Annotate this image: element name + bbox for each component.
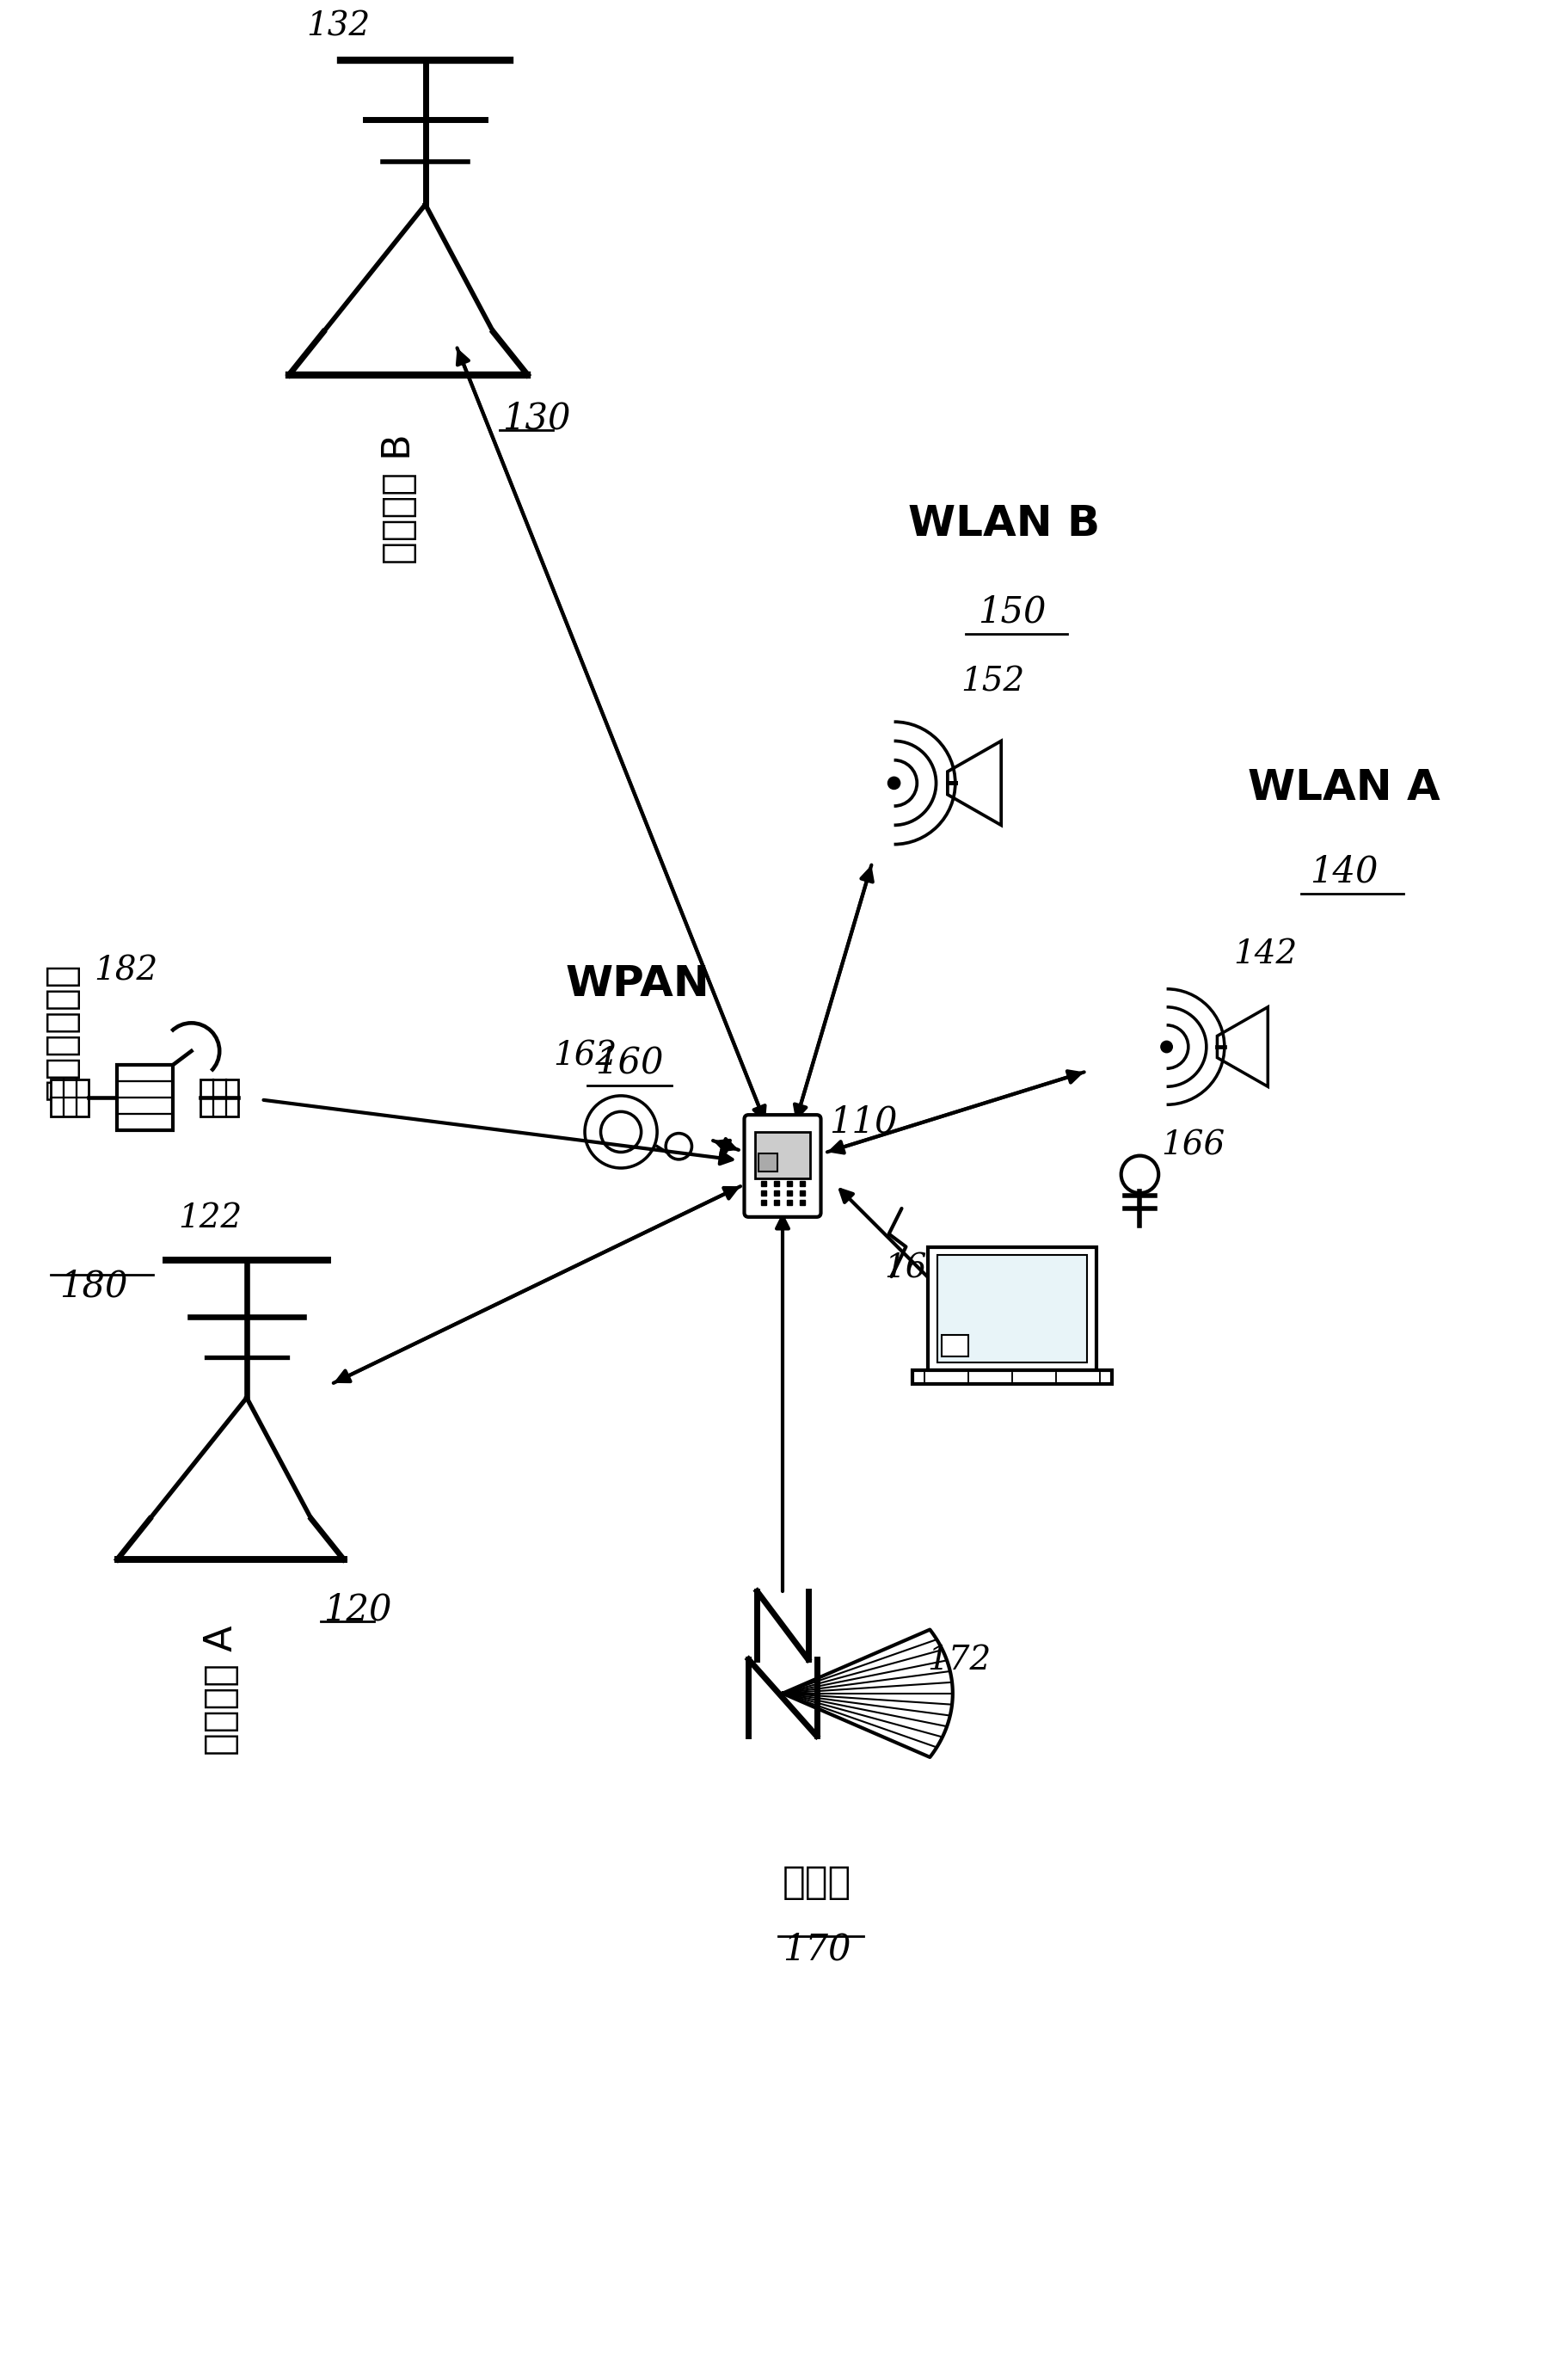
Circle shape xyxy=(1160,1040,1173,1052)
Text: 164: 164 xyxy=(885,1254,949,1285)
Text: 132: 132 xyxy=(307,12,370,43)
Text: 广播网: 广播网 xyxy=(781,1864,850,1902)
Text: 172: 172 xyxy=(927,1645,991,1676)
Text: 120: 120 xyxy=(323,1592,392,1628)
Bar xyxy=(755,1133,810,1178)
Text: 130: 130 xyxy=(501,400,570,436)
Text: 卫星定位系统: 卫星定位系统 xyxy=(42,962,80,1100)
Text: WLAN A: WLAN A xyxy=(1248,766,1441,809)
FancyBboxPatch shape xyxy=(913,1371,1112,1383)
Bar xyxy=(200,1078,238,1116)
Text: 162: 162 xyxy=(553,1040,617,1073)
Text: 蜂巢网络 A: 蜂巢网络 A xyxy=(202,1626,240,1756)
Bar xyxy=(929,1247,1096,1371)
Bar xyxy=(941,1335,969,1357)
Bar xyxy=(936,1254,1087,1361)
Circle shape xyxy=(888,776,900,790)
Text: 170: 170 xyxy=(783,1933,850,1968)
Text: 150: 150 xyxy=(979,593,1046,631)
Bar xyxy=(52,1078,88,1116)
Text: 140: 140 xyxy=(1309,854,1378,890)
Text: 122: 122 xyxy=(179,1202,243,1233)
Text: 蜂巢网络 B: 蜂巢网络 B xyxy=(381,433,418,564)
Text: 180: 180 xyxy=(60,1269,128,1304)
Text: 152: 152 xyxy=(962,666,1026,697)
FancyBboxPatch shape xyxy=(744,1114,821,1216)
Text: 110: 110 xyxy=(830,1104,897,1140)
Bar xyxy=(116,1066,172,1130)
Text: 142: 142 xyxy=(1234,938,1297,971)
Text: 160: 160 xyxy=(595,1045,664,1081)
Text: 182: 182 xyxy=(94,954,158,988)
Text: WLAN B: WLAN B xyxy=(908,505,1099,545)
Text: WPAN: WPAN xyxy=(565,964,709,1004)
Text: 166: 166 xyxy=(1160,1130,1225,1161)
Bar xyxy=(760,1154,777,1171)
